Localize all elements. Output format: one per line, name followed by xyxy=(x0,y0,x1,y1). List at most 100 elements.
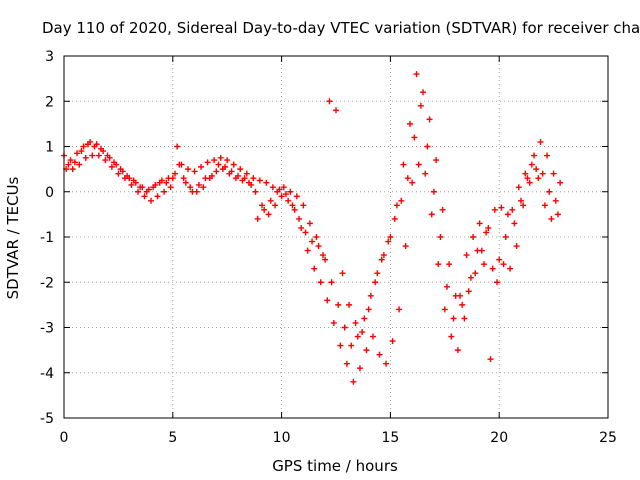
data-point xyxy=(352,319,359,326)
data-point xyxy=(237,166,244,173)
data-point xyxy=(211,157,218,164)
data-point xyxy=(304,247,311,254)
data-point xyxy=(80,143,87,150)
data-point xyxy=(524,175,531,182)
data-point xyxy=(459,301,466,308)
data-point xyxy=(333,107,339,114)
data-point xyxy=(502,234,509,240)
data-point xyxy=(117,166,124,173)
data-point xyxy=(500,261,507,268)
data-point xyxy=(467,274,474,281)
data-point xyxy=(163,179,170,186)
data-point xyxy=(402,243,409,250)
data-point xyxy=(404,175,411,182)
data-point xyxy=(398,197,405,204)
data-point xyxy=(67,157,74,164)
data-point xyxy=(228,168,235,175)
data-point xyxy=(413,71,420,78)
data-point xyxy=(291,206,298,213)
data-point xyxy=(378,256,385,263)
data-point xyxy=(365,306,372,313)
data-point xyxy=(243,170,250,177)
data-point xyxy=(302,229,309,236)
data-point xyxy=(356,365,363,372)
x-tick-label: 25 xyxy=(599,430,617,446)
data-point xyxy=(176,161,183,168)
data-point xyxy=(424,143,431,150)
data-point xyxy=(526,179,533,186)
data-point xyxy=(470,234,477,240)
data-point xyxy=(513,243,520,250)
y-axis-label: SDTVAR / TECUs xyxy=(4,176,22,299)
data-point xyxy=(315,243,322,250)
data-point xyxy=(517,197,524,204)
data-point xyxy=(417,102,424,109)
data-point xyxy=(380,252,387,259)
data-point xyxy=(171,170,178,177)
data-point xyxy=(134,188,141,195)
data-point xyxy=(280,184,287,191)
data-point xyxy=(391,215,398,222)
data-point xyxy=(254,215,261,222)
data-point xyxy=(411,134,418,141)
data-point xyxy=(420,89,427,96)
data-point xyxy=(557,179,564,186)
data-point xyxy=(256,177,263,184)
data-point xyxy=(278,193,285,200)
data-point xyxy=(422,170,429,177)
data-point xyxy=(339,270,346,277)
data-point xyxy=(496,256,503,263)
data-layer xyxy=(61,71,564,385)
data-point xyxy=(387,234,394,240)
data-point xyxy=(450,315,457,322)
data-point xyxy=(476,220,483,227)
x-tick-label: 20 xyxy=(490,430,508,446)
data-point xyxy=(195,181,202,188)
data-point xyxy=(97,145,104,152)
data-point xyxy=(546,188,553,195)
data-point xyxy=(443,283,450,290)
data-point xyxy=(313,234,320,240)
x-axis-label: GPS time / hours xyxy=(272,457,398,475)
data-point xyxy=(461,315,468,322)
data-point xyxy=(215,161,222,168)
tick-layer: 0 5 10 15 20 25 -5 -4 -3 -2 -1 0 1 2 3 xyxy=(40,49,617,446)
data-point xyxy=(285,197,292,204)
y-tick-label: 1 xyxy=(45,140,54,156)
data-point xyxy=(428,211,435,218)
data-point xyxy=(372,279,379,286)
data-point xyxy=(439,206,446,213)
data-point xyxy=(374,270,381,277)
data-point xyxy=(137,184,144,191)
data-point xyxy=(522,170,529,177)
data-point xyxy=(115,170,122,177)
data-point xyxy=(200,184,207,191)
data-point xyxy=(167,184,174,191)
data-point xyxy=(222,163,229,170)
data-point xyxy=(91,143,98,150)
chart-title: Day 110 of 2020, Sidereal Day-to-day VTE… xyxy=(42,19,640,37)
data-point xyxy=(376,351,383,358)
data-point xyxy=(330,319,337,326)
data-point xyxy=(426,116,433,123)
x-tick-label: 15 xyxy=(381,430,399,446)
data-point xyxy=(102,157,109,164)
data-point xyxy=(324,297,331,304)
data-point xyxy=(309,238,316,245)
data-point xyxy=(269,184,276,191)
data-point xyxy=(154,193,161,200)
y-tick-label: 2 xyxy=(45,94,54,110)
data-point xyxy=(326,98,333,105)
data-point xyxy=(161,188,168,195)
data-point xyxy=(263,179,270,186)
data-point xyxy=(507,265,514,272)
x-tick-label: 5 xyxy=(168,430,177,446)
data-point xyxy=(272,202,279,209)
data-point xyxy=(520,202,527,209)
data-point xyxy=(531,152,538,159)
data-point xyxy=(485,224,492,231)
data-point xyxy=(248,181,255,188)
data-point xyxy=(515,184,522,191)
data-point xyxy=(346,301,353,308)
data-point xyxy=(511,220,518,227)
